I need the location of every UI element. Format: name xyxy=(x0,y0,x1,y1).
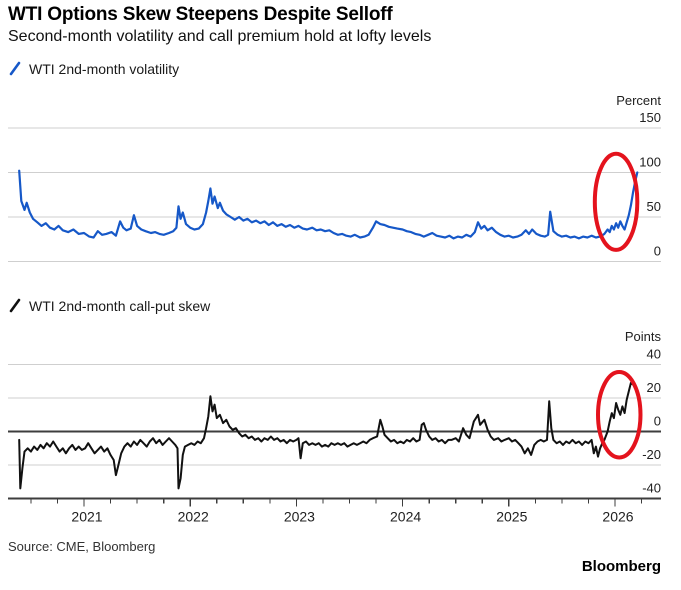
volatility-chart: 150 100 50 0 Percent xyxy=(8,93,661,262)
x-axis-year-label: 2026 xyxy=(602,509,633,525)
source-text: Source: CME, Bloomberg xyxy=(8,539,156,554)
volatility-series-swatch-icon xyxy=(9,61,21,76)
legend-volatility-label: WTI 2nd-month volatility xyxy=(29,61,180,77)
y-axis-unit-label: Percent xyxy=(616,93,661,108)
y-tick-label: 0 xyxy=(654,244,661,259)
legend-skew: WTI 2nd-month call-put skew xyxy=(8,298,210,314)
y-axis-unit-label: Points xyxy=(625,329,662,344)
legend-skew-label: WTI 2nd-month call-put skew xyxy=(29,298,211,314)
y-tick-label: 0 xyxy=(654,414,661,429)
highlight-ellipse xyxy=(592,151,640,252)
page-subtitle: Second-month volatility and call premium… xyxy=(8,28,432,45)
y-tick-label: 100 xyxy=(639,155,661,170)
bloomberg-logo: Bloomberg xyxy=(581,558,661,575)
series-line xyxy=(18,169,639,240)
x-axis-year-label: 2023 xyxy=(284,509,315,525)
y-tick-label: 20 xyxy=(647,380,661,395)
skew-chart: 40 20 0 -20 -40 Points 2021 2022 2023 2024 2025 202… xyxy=(8,329,662,525)
y-tick-label: 40 xyxy=(647,347,661,362)
x-axis-year-label: 2025 xyxy=(496,509,527,525)
x-axis-year-label: 2024 xyxy=(390,509,421,525)
page-title: WTI Options Skew Steepens Despite Sellof… xyxy=(8,4,393,25)
y-tick-label: 150 xyxy=(639,110,661,125)
y-tick-label: -20 xyxy=(642,447,661,462)
skew-series-swatch-icon xyxy=(9,298,21,313)
y-tick-label: 50 xyxy=(647,199,661,214)
x-axis-year-label: 2021 xyxy=(71,509,102,525)
series-line xyxy=(18,381,635,490)
y-tick-label: -40 xyxy=(642,481,661,496)
legend-volatility: WTI 2nd-month volatility xyxy=(8,61,179,77)
highlight-ellipse xyxy=(596,370,643,460)
x-axis-year-label: 2022 xyxy=(178,509,209,525)
